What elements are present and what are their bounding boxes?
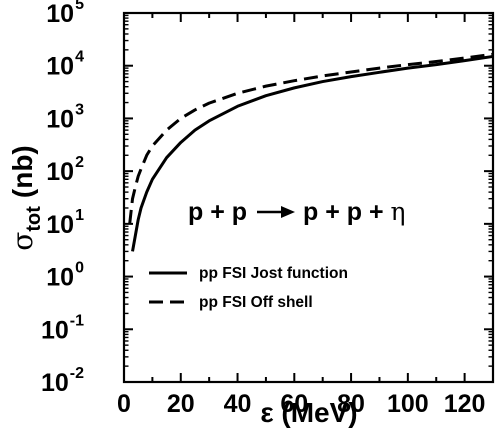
reaction-lhs: p + p: [188, 198, 247, 226]
series-line: [128, 52, 494, 225]
y-tick-exponent: -1: [70, 312, 84, 329]
y-tick-label: 10-2: [41, 365, 84, 397]
x-tick-label: 80: [337, 390, 365, 418]
x-tick-label: 120: [444, 390, 486, 418]
series-line: [131, 54, 494, 252]
reaction-arrow-head: [281, 206, 295, 218]
y-tick-exponent: 0: [75, 260, 84, 277]
y-axis-sigma: σ: [6, 232, 39, 251]
reaction-eta: η: [391, 197, 406, 226]
y-tick-label: 101: [46, 207, 84, 239]
y-tick-label: 105: [46, 0, 84, 28]
legend-label: pp FSI Off shell: [199, 294, 313, 311]
x-tick-label: 60: [280, 390, 308, 418]
y-axis-unit: (nb): [7, 145, 38, 198]
y-tick-exponent: -2: [70, 365, 84, 382]
reaction-rhs: p + p + η: [303, 197, 406, 226]
x-axis-title: ε (MeV): [260, 397, 357, 428]
x-tick-label: 20: [167, 390, 195, 418]
y-tick-exponent: 4: [75, 49, 84, 66]
y-tick-exponent: 5: [75, 0, 84, 13]
y-tick-label: 100: [46, 260, 84, 292]
y-tick-label: 102: [46, 154, 84, 186]
y-tick-exponent: 1: [75, 207, 84, 224]
y-tick-label: 103: [46, 101, 84, 133]
legend-label: pp FSI Jost function: [199, 265, 348, 282]
plot-frame: [122, 11, 495, 384]
x-tick-label: 40: [224, 390, 252, 418]
y-tick-exponent: 3: [75, 101, 84, 118]
y-tick-label: 104: [46, 49, 84, 81]
x-tick-label: 0: [117, 390, 131, 418]
x-tick-label: 100: [387, 390, 429, 418]
y-axis-title: σtot (nb): [6, 145, 45, 251]
y-axis-subscript: tot: [23, 206, 45, 232]
y-tick-exponent: 2: [75, 154, 84, 171]
y-tick-label: 10-1: [41, 312, 84, 344]
